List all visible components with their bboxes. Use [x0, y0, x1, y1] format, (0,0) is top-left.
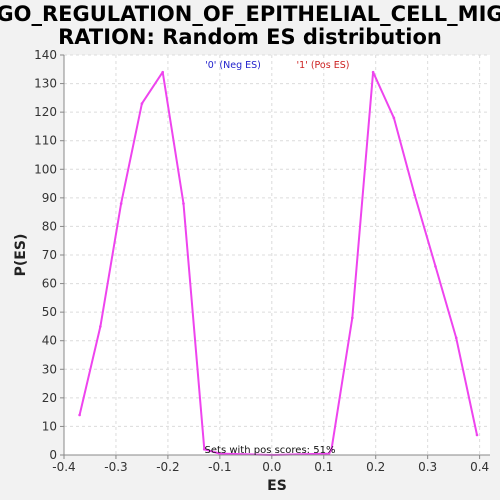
y-tick-label: 130: [34, 77, 57, 91]
data-point: [413, 193, 416, 197]
series-layer: [78, 70, 479, 457]
x-tick-label: 0.4: [470, 460, 489, 474]
data-point: [330, 447, 333, 451]
data-point: [351, 316, 354, 320]
data-point: [392, 116, 396, 120]
y-tick-label: 30: [42, 362, 57, 376]
grid-layer: [63, 54, 490, 456]
legend-neg-es: '0' (Neg ES): [205, 60, 261, 71]
x-tick-label: 0.1: [314, 460, 333, 474]
data-point: [140, 102, 144, 105]
y-tick-label: 110: [34, 134, 57, 148]
data-point: [119, 202, 123, 205]
y-tick-label: 80: [42, 219, 57, 233]
data-point: [371, 70, 375, 74]
legend-pos-es: '1' (Pos ES): [297, 60, 350, 71]
x-tick-label: -0.4: [52, 460, 75, 474]
y-tick-label: 10: [42, 419, 57, 433]
data-point: [99, 325, 102, 328]
y-tick-label: 20: [42, 391, 57, 405]
x-tick-label: 0.0: [262, 460, 281, 474]
y-tick-label: 100: [34, 162, 57, 176]
x-tick-label: 0.3: [418, 460, 437, 474]
data-point: [434, 265, 437, 268]
y-tick-label: 0: [49, 448, 57, 462]
data-point: [161, 70, 165, 74]
data-point: [454, 336, 458, 340]
y-tick-label: 40: [42, 334, 57, 348]
y-tick-label: 60: [42, 277, 57, 291]
chart-title-line-2: RATION: Random ES distribution: [58, 25, 442, 49]
data-point: [327, 452, 331, 455]
x-axis-label: ES: [267, 478, 287, 494]
x-tick-label: -0.2: [156, 460, 179, 474]
pos-score-annotation: Sets with pos scores: 51%: [205, 445, 336, 456]
data-point: [475, 433, 479, 437]
x-tick-label: -0.1: [208, 460, 231, 474]
x-tick-layer: -0.4 -0.3 -0.2 -0.1 0.0 0.1 0.2 0.3 0.4: [52, 455, 489, 474]
y-tick-label: 70: [42, 248, 57, 262]
y-tick-layer: 0 10 20 30 40 50 60 70 80 90 100 110 120 130 140: [34, 48, 64, 462]
y-tick-label: 120: [34, 105, 57, 119]
y-axis-label: P(ES): [13, 234, 29, 277]
x-tick-label: 0.2: [366, 460, 385, 474]
data-point: [218, 452, 222, 455]
data-point: [202, 447, 206, 451]
y-tick-label: 50: [42, 305, 57, 319]
y-tick-label: 90: [42, 191, 57, 205]
chart-title-line-1: GO_REGULATION_OF_EPITHELIAL_CELL_MIG: [0, 2, 500, 26]
data-point: [182, 202, 185, 205]
x-tick-label: -0.3: [104, 460, 127, 474]
data-point: [78, 413, 81, 417]
series-line: [78, 71, 478, 456]
y-tick-label: 140: [34, 48, 57, 62]
